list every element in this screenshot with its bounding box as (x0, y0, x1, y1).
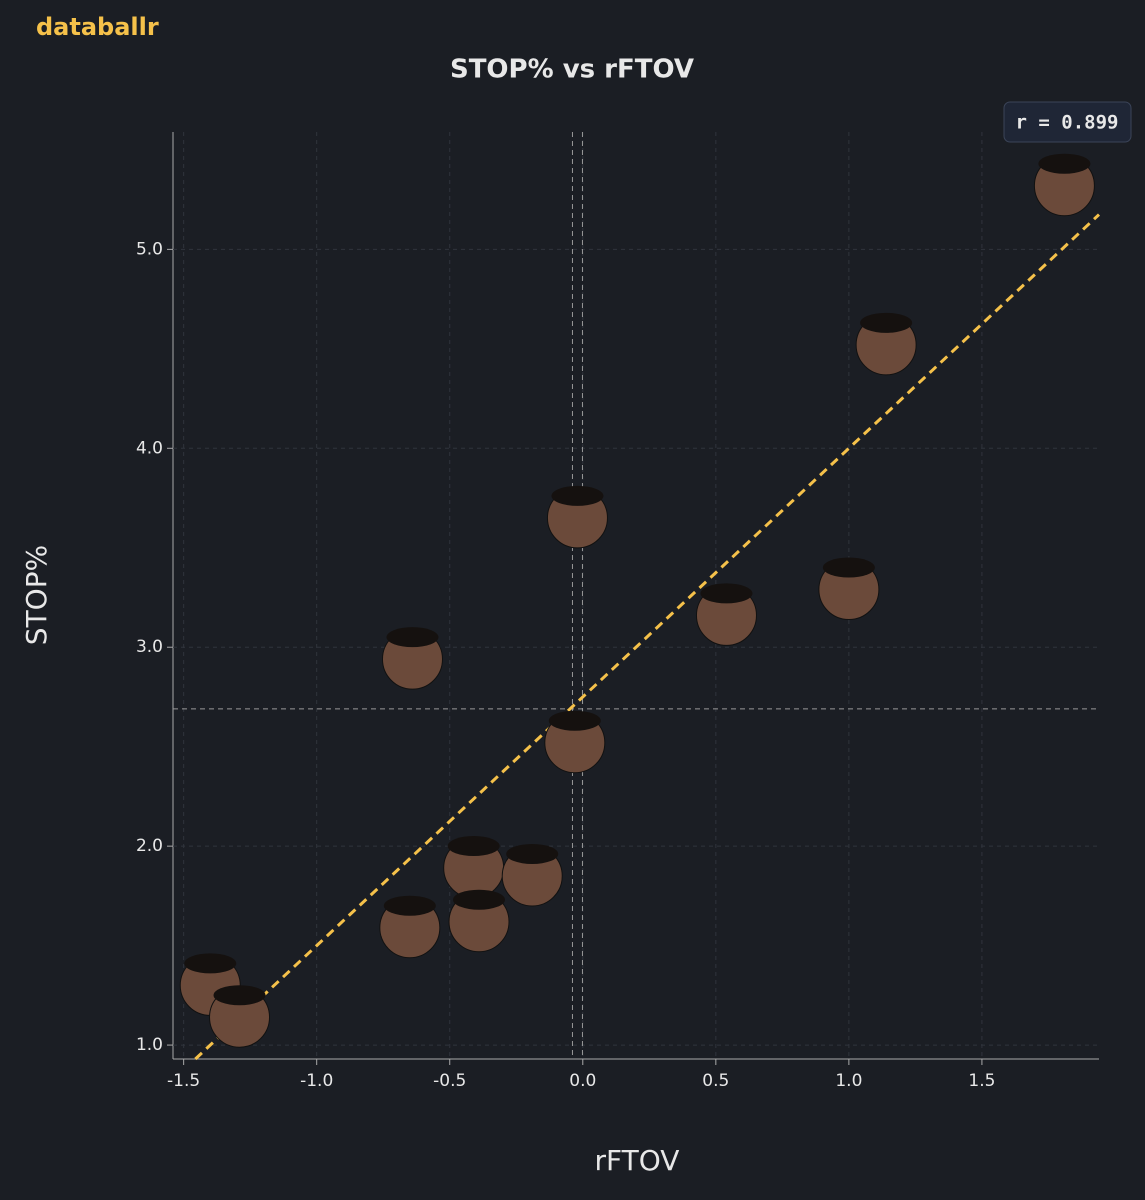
player-hair (1038, 153, 1091, 174)
y-axis-label: STOP% (20, 545, 53, 645)
y-tick-label: 2.0 (136, 836, 163, 856)
player-hair (453, 889, 506, 910)
player-hair (860, 312, 913, 333)
chart-title: STOP% vs rFTOV (450, 55, 694, 85)
x-tick-label: 0.5 (702, 1071, 729, 1091)
player-hair (548, 710, 601, 731)
x-tick-label: -1.0 (300, 1071, 333, 1091)
player-hair (213, 985, 266, 1006)
player-hair (822, 557, 875, 578)
player-hair (383, 895, 436, 916)
annotation: r = 0.899 (1016, 112, 1119, 134)
x-tick-label: -0.5 (433, 1071, 466, 1091)
player-hair (447, 836, 500, 857)
player-hair (184, 953, 237, 974)
x-tick-label: 0.0 (569, 1071, 596, 1091)
player-hair (551, 485, 604, 506)
player-hair (506, 843, 559, 864)
brand: databallr (36, 13, 159, 41)
x-tick-label: -1.5 (167, 1071, 200, 1091)
x-tick-label: 1.5 (968, 1071, 995, 1091)
x-tick-label: 1.0 (835, 1071, 862, 1091)
y-tick-label: 5.0 (136, 239, 163, 259)
player-hair (386, 627, 439, 648)
x-axis-label: rFTOV (595, 1144, 680, 1177)
y-tick-label: 1.0 (136, 1035, 163, 1055)
y-tick-label: 3.0 (136, 637, 163, 657)
player-hair (700, 583, 753, 604)
y-tick-label: 4.0 (136, 438, 163, 458)
annotation-box (1003, 101, 1132, 143)
trendline (194, 213, 1101, 1061)
